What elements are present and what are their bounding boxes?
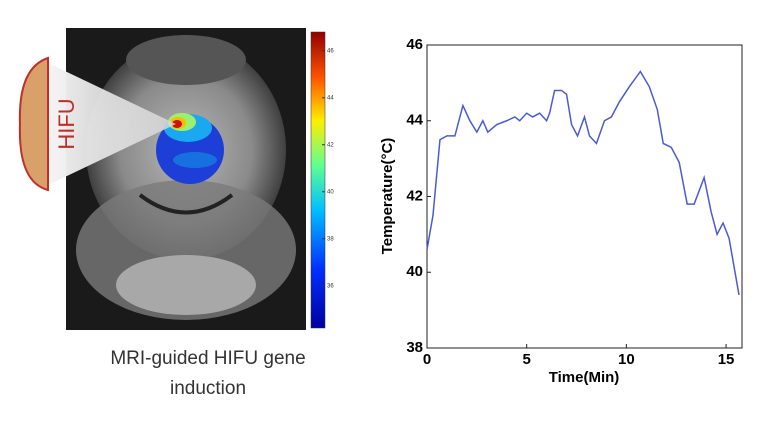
x-tick-label: 0 — [423, 351, 431, 368]
colorbar-tick-label: 44 — [327, 95, 334, 101]
x-tick-label: 10 — [618, 351, 635, 368]
x-axis-label: Time(Min) — [549, 369, 620, 386]
plot-frame — [426, 44, 743, 349]
y-tick-label: 44 — [406, 112, 423, 129]
hifu-label: HIFU — [54, 98, 79, 149]
colorbar-ticks: 46 44 42 40 38 36 — [322, 48, 334, 289]
caption-line: induction — [170, 378, 246, 399]
temperature-line — [426, 70, 740, 296]
line-chart: Time(Min) Temperature(°C) 38 40 42 44 46 0 5 10… — [379, 36, 743, 386]
y-axis-label: Temperature(°C) — [379, 138, 396, 255]
x-tick-label: 15 — [718, 351, 735, 368]
colorbar-tick-label: 46 — [327, 48, 334, 54]
colorbar-tick-label: 42 — [327, 142, 334, 148]
y-tick-label: 42 — [406, 187, 423, 204]
hifu-beam — [46, 62, 176, 186]
colorbar — [310, 31, 326, 329]
colorbar-tick-label: 40 — [327, 189, 334, 195]
colorbar-tick-label: 36 — [327, 283, 334, 289]
x-tick-label: 5 — [523, 351, 531, 368]
y-tick-label: 40 — [406, 263, 423, 280]
mri-image — [66, 28, 306, 330]
hifu-transducer — [18, 56, 49, 192]
caption-line: MRI-guided HIFU gene — [110, 348, 305, 369]
colorbar-tick-label: 38 — [327, 236, 334, 242]
y-tick-label: 46 — [406, 36, 423, 53]
y-tick-label: 38 — [406, 339, 423, 356]
